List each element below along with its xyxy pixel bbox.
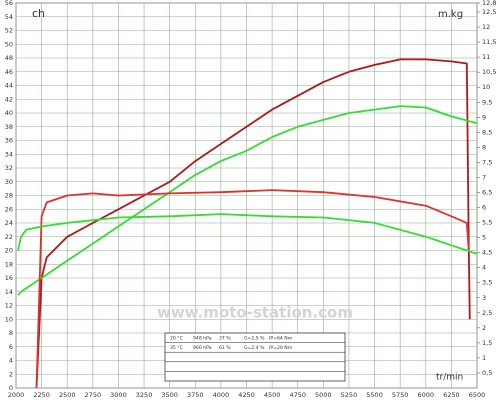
table-cell: G=2,4 % — [244, 345, 265, 351]
y-tick-label: 0 — [9, 384, 13, 392]
y2-tick-label: 2,5 — [482, 309, 492, 317]
table-cell: 37 % — [219, 336, 231, 342]
x-tick-label: 3500 — [161, 391, 178, 399]
x-tick-label: 3250 — [136, 391, 153, 399]
x-tick-label: 2250 — [33, 391, 50, 399]
y-tick-label: 42 — [5, 95, 13, 103]
series-line — [17, 213, 478, 255]
x-label: tr/min — [436, 373, 463, 383]
y2-tick-label: 6,5 — [482, 188, 492, 196]
y2-tick-label: 5,5 — [482, 219, 492, 227]
y-tick-label: 12 — [5, 302, 13, 310]
x-tick-label: 6250 — [443, 391, 460, 399]
conditions-table: 20 °C 948 hPa 37 % G=2,5 % IP=64 Nm 35 °C 960 … — [164, 332, 346, 382]
y-label: ch — [32, 7, 45, 20]
y2-tick-label: 9 — [482, 113, 486, 121]
y-tick-label: 6 — [9, 343, 13, 351]
y-tick-label: 38 — [5, 123, 13, 131]
y-tick-label: 28 — [5, 192, 13, 200]
y-tick-label: 18 — [5, 260, 13, 268]
x-tick-label: 3000 — [110, 391, 127, 399]
y-tick-label: 26 — [5, 205, 13, 213]
y-tick-label: 24 — [5, 219, 13, 227]
y-tick-label: 36 — [5, 137, 13, 145]
grid — [15, 2, 478, 389]
x-tick-label: 3750 — [187, 391, 204, 399]
y-tick-label: 16 — [5, 274, 13, 282]
y2-tick-label: 12,8 — [482, 0, 496, 7]
x-tick-label: 5250 — [341, 391, 358, 399]
x-tick-label: 5000 — [315, 391, 332, 399]
series-line — [35, 58, 471, 389]
y2-tick-label: 3,5 — [482, 279, 492, 287]
x-tick-label: 4000 — [213, 391, 230, 399]
y-tick-label: 4 — [9, 357, 13, 365]
series-line — [17, 105, 478, 296]
table-cell: 948 hPa — [193, 336, 212, 342]
y-tick-label: 30 — [5, 178, 13, 186]
y-tick-label: 54 — [5, 13, 13, 21]
y2-tick-label: 4 — [482, 264, 486, 272]
y2-tick-label: 3 — [482, 294, 486, 302]
y-tick-label: 46 — [5, 68, 13, 76]
y-tick-label: 8 — [9, 329, 13, 337]
y2-tick-label: 2 — [482, 324, 486, 332]
y2-tick-label: 1,5 — [482, 339, 492, 347]
y2-tick-label: 8,5 — [482, 128, 492, 136]
y-tick-label: 50 — [5, 40, 13, 48]
series-line — [35, 189, 470, 389]
y-tick-label: 48 — [5, 54, 13, 62]
y-tick-label: 56 — [5, 0, 13, 7]
y-tick-label: 34 — [5, 150, 13, 158]
y2-tick-label: 8 — [482, 143, 486, 151]
y-tick-label: 22 — [5, 233, 13, 241]
y2-tick-label: 9,5 — [482, 98, 492, 106]
table-cell: IP=20 Nm — [269, 345, 293, 351]
y-tick-label: 14 — [5, 288, 13, 296]
y-tick-label: 2 — [9, 370, 13, 378]
x-tick-label: 4750 — [289, 391, 306, 399]
y2-tick-label: 10 — [482, 83, 490, 91]
y-tick-label: 32 — [5, 164, 13, 172]
y2-tick-label: 11 — [482, 53, 490, 61]
y2-tick-label: 1 — [482, 354, 486, 362]
y-tick-label: 40 — [5, 109, 13, 117]
y-tick-label: 20 — [5, 247, 13, 255]
y2-tick-label: 7 — [482, 173, 486, 181]
y2-tick-label: 5 — [482, 234, 486, 242]
x-tick-label: 5500 — [366, 391, 383, 399]
table-frame — [164, 332, 346, 382]
y2-tick-label: 10,5 — [482, 68, 496, 76]
y2-tick-label: 12 — [482, 23, 490, 31]
table-cell: 20 °C — [170, 336, 183, 342]
x-tick-label: 2500 — [59, 391, 76, 399]
table-cell: G=2,5 % — [244, 336, 265, 342]
x-tick-label: 2000 — [8, 391, 25, 399]
y-tick-label: 10 — [5, 315, 13, 323]
y2-tick-label: 0,5 — [482, 369, 492, 377]
table-cell: 960 hPa — [193, 345, 212, 351]
y-tick-label: 44 — [5, 82, 13, 90]
x-tick-label: 4250 — [238, 391, 255, 399]
x-tick-label: 6000 — [418, 391, 435, 399]
y2-tick-label: 7,5 — [482, 158, 492, 166]
x-tick-label: 5750 — [392, 391, 409, 399]
y2-tick-label: 6 — [482, 204, 486, 212]
table-cell: 35 °C — [170, 345, 183, 351]
y2-tick-label: 4,5 — [482, 249, 492, 257]
y2-label: m.kg — [438, 9, 463, 20]
x-tick-label: 4500 — [264, 391, 281, 399]
watermark: www.moto-station.com — [157, 304, 353, 322]
table-cell: IP=64 Nm — [269, 336, 293, 342]
x-tick-label: 6500 — [469, 391, 486, 399]
y2-tick-label: 11,5 — [482, 38, 496, 46]
x-tick-label: 2750 — [85, 391, 102, 399]
y-tick-label: 52 — [5, 27, 13, 35]
table-cell: 61 % — [219, 345, 231, 351]
y2-tick-label: 12,5 — [482, 8, 496, 16]
